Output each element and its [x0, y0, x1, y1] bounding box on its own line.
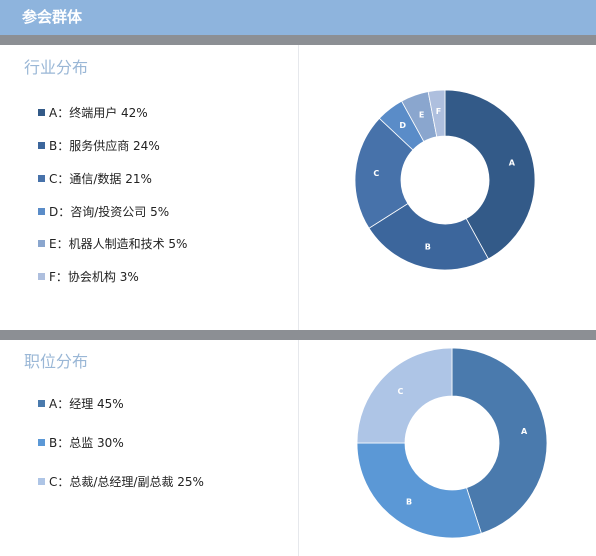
legend-label: D：咨询/投资公司 5% — [49, 205, 170, 219]
legend-item-e: E：机器人制造和技术 5% — [38, 235, 187, 252]
donut-label-b: B — [406, 498, 412, 507]
page-header: 参会群体 — [0, 0, 596, 35]
legend-swatch — [38, 142, 45, 149]
legend-swatch — [38, 109, 45, 116]
column-divider — [298, 340, 299, 556]
legend-item-c: C：总裁/总经理/副总裁 25% — [38, 473, 204, 490]
donut-slice-b — [368, 203, 489, 271]
legend-swatch — [38, 478, 45, 485]
legend-swatch — [38, 240, 45, 247]
donut-label-a: A — [521, 427, 528, 436]
donut-slice-a — [444, 89, 536, 260]
legend-label: B：总监 30% — [49, 436, 124, 450]
legend-item-f: F：协会机构 3% — [38, 268, 139, 285]
legend-label: A：经理 45% — [49, 397, 124, 411]
legend-label: A：终端用户 42% — [49, 106, 148, 120]
donut-label-b: B — [425, 242, 431, 251]
column-divider — [298, 45, 299, 330]
legend-item-a: A：终端用户 42% — [38, 104, 148, 121]
legend-label: B：服务供应商 24% — [49, 139, 160, 153]
position-donut-chart: A B C — [356, 347, 548, 539]
legend-swatch — [38, 273, 45, 280]
donut-label-e: E — [419, 111, 424, 120]
section-divider-bar — [0, 35, 596, 45]
donut-slice-f — [427, 89, 446, 138]
donut-label-f: F — [436, 107, 441, 116]
legend-item-b: B：总监 30% — [38, 434, 124, 451]
legend-swatch — [38, 439, 45, 446]
page-title: 参会群体 — [22, 9, 83, 26]
legend-label: C：总裁/总经理/副总裁 25% — [49, 475, 204, 489]
legend-item-b: B：服务供应商 24% — [38, 137, 160, 154]
donut-slice-c — [354, 117, 414, 229]
donut-slice-a — [451, 347, 548, 534]
donut-slice-b — [356, 442, 482, 539]
donut-label-c: C — [397, 387, 403, 396]
legend-swatch — [38, 175, 45, 182]
legend-item-c: C：通信/数据 21% — [38, 170, 152, 187]
donut-label-d: D — [399, 121, 406, 130]
legend-label: F：协会机构 3% — [49, 270, 139, 284]
industry-section-title: 行业分布 — [24, 58, 89, 77]
legend-label: E：机器人制造和技术 5% — [49, 237, 188, 251]
position-section-title: 职位分布 — [24, 352, 89, 371]
legend-swatch — [38, 400, 45, 407]
legend-item-a: A：经理 45% — [38, 395, 124, 412]
section-divider-bar — [0, 330, 596, 340]
legend-swatch — [38, 208, 45, 215]
donut-label-c: C — [373, 169, 379, 178]
legend-item-d: D：咨询/投资公司 5% — [38, 203, 169, 220]
legend-label: C：通信/数据 21% — [49, 172, 152, 186]
industry-donut-chart: A B C D E F — [354, 89, 536, 271]
donut-slice-c — [356, 347, 453, 444]
donut-label-a: A — [509, 158, 516, 167]
